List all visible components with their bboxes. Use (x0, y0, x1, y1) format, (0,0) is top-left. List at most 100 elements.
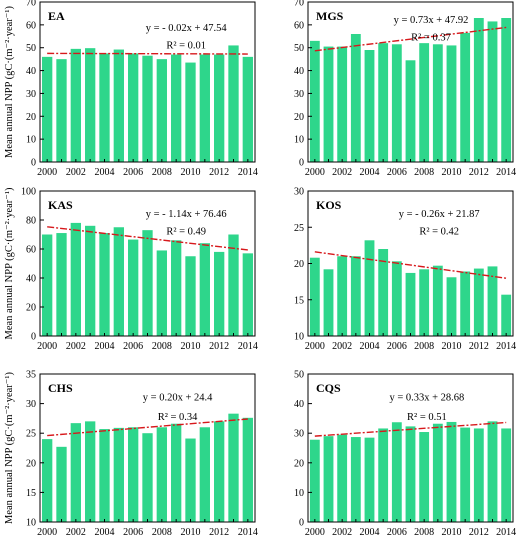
x-tick-label: 2012 (469, 341, 489, 352)
bar-2003 (350, 34, 361, 162)
y-tick-label: 20 (26, 458, 36, 469)
y-tick-label: 20 (294, 259, 304, 270)
y-tick-label: 25 (294, 223, 304, 234)
bar-2010 (446, 421, 457, 522)
y-tick-label: 40 (294, 399, 304, 410)
bar-2012 (473, 268, 484, 336)
r-squared: R² = 0.51 (407, 412, 447, 423)
x-tick-label: 2014 (238, 341, 258, 352)
x-tick-label: 2004 (95, 167, 115, 178)
bar-2012 (473, 18, 484, 162)
bar-2008 (419, 269, 430, 336)
x-tick-label: 2012 (209, 167, 229, 178)
x-tick-label: 2008 (152, 527, 172, 538)
x-tick-label: 2006 (387, 341, 407, 352)
bar-2006 (391, 261, 402, 336)
bar-2008 (156, 250, 167, 336)
x-tick-label: 2000 (37, 341, 57, 352)
y-tick-label: 25 (26, 429, 36, 440)
y-tick-label: 20 (294, 458, 304, 469)
bar-2010 (446, 277, 457, 336)
trend-equation: y = - 1.14x + 76.46 (146, 209, 227, 220)
panel-title: KAS (48, 198, 73, 212)
bar-2010 (185, 256, 196, 336)
x-tick-label: 2008 (414, 341, 434, 352)
y-tick-label: 50 (294, 43, 304, 54)
bar-2000 (309, 439, 320, 522)
y-tick-label: 30 (294, 89, 304, 100)
bar-2000 (42, 234, 53, 336)
y-tick-label: 10 (294, 332, 304, 343)
y-tick-label: 60 (294, 20, 304, 31)
bar-2001 (323, 436, 334, 522)
y-tick-label: 50 (26, 43, 36, 54)
bar-2007 (142, 55, 153, 162)
bar-2001 (56, 233, 67, 336)
x-tick-label: 2002 (332, 341, 352, 352)
x-tick-label: 2000 (37, 527, 57, 538)
panel-cqs: 0 10 20 30 40 50 2000 2002 2004 2006 2008 2010 2012 2… (294, 370, 516, 539)
y-tick-label: 10 (26, 135, 36, 146)
bar-2002 (70, 48, 81, 162)
trend-equation: y = 0.73x + 47.92 (394, 15, 469, 26)
y-tick-label: 40 (26, 274, 36, 285)
panel-kas: 0 20 40 60 80 100 2000 2002 2004 2006 2008 2010 2012… (4, 187, 258, 353)
bar-2003 (350, 437, 361, 522)
bar-2012 (473, 428, 484, 522)
bar-2014 (501, 428, 512, 522)
bar-2004 (364, 437, 375, 522)
bar-2007 (405, 426, 416, 522)
y-tick-label: 0 (31, 332, 36, 343)
panel-chs: 10 15 20 25 30 35 2000 2002 2004 2006 2008 2010 2012… (4, 370, 258, 539)
bar-2008 (419, 43, 430, 162)
bar-2010 (185, 438, 196, 522)
bar-2013 (487, 21, 498, 163)
bar-2001 (323, 269, 334, 336)
x-tick-label: 2002 (332, 167, 352, 178)
y-tick-label: 30 (294, 429, 304, 440)
x-tick-label: 2010 (442, 167, 462, 178)
bar-2007 (142, 230, 153, 336)
y-tick-label: 60 (26, 20, 36, 31)
trend-line (47, 52, 248, 55)
bar-2006 (391, 44, 402, 162)
x-tick-label: 2012 (469, 167, 489, 178)
x-tick-label: 2004 (95, 341, 115, 352)
x-tick-label: 2014 (496, 341, 516, 352)
y-axis-label: Mean annual NPP (gC·(m⁻²·year⁻¹) (4, 187, 15, 339)
trend-equation: y = 0.33x + 28.68 (389, 393, 464, 404)
bar-2008 (156, 59, 167, 162)
x-tick-label: 2006 (387, 167, 407, 178)
bar-2014 (242, 56, 253, 162)
y-tick-label: 30 (294, 187, 304, 198)
y-tick-label: 0 (299, 518, 304, 529)
bar-2009 (432, 44, 443, 162)
y-axis-label: Mean annual NPP (gC·(m⁻²·year⁻¹) (4, 372, 15, 524)
x-tick-label: 2010 (181, 527, 201, 538)
bar-2011 (199, 427, 210, 522)
y-tick-label: 30 (26, 89, 36, 100)
x-tick-label: 2002 (66, 341, 86, 352)
r-squared: R² = 0.37 (411, 32, 451, 43)
trend-line (47, 418, 248, 437)
x-tick-label: 2010 (181, 341, 201, 352)
bar-2013 (487, 266, 498, 336)
bar-2011 (460, 271, 471, 336)
r-squared: R² = 0.34 (158, 412, 198, 423)
y-tick-label: 70 (294, 0, 304, 9)
y-tick-label: 15 (26, 488, 36, 499)
y-tick-label: 100 (21, 187, 36, 198)
bar-2007 (142, 433, 153, 522)
bar-2009 (432, 265, 443, 336)
x-tick-label: 2010 (442, 527, 462, 538)
bar-2011 (460, 427, 471, 522)
y-tick-label: 60 (26, 245, 36, 256)
x-tick-label: 2004 (95, 527, 115, 538)
x-tick-label: 2006 (387, 527, 407, 538)
bar-2002 (70, 423, 81, 522)
bar-2002 (337, 46, 348, 162)
bar-2004 (364, 240, 375, 336)
bar-2000 (42, 56, 53, 162)
trend-equation: y = - 0.02x + 47.54 (146, 23, 228, 34)
